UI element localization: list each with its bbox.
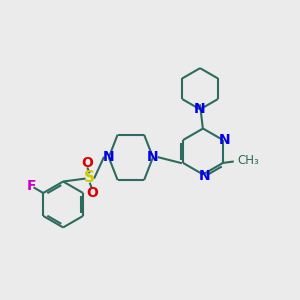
Text: CH₃: CH₃: [238, 154, 260, 167]
Text: O: O: [86, 186, 98, 200]
Text: F: F: [27, 179, 36, 193]
Text: O: O: [81, 156, 93, 170]
Text: N: N: [147, 150, 159, 164]
Text: N: N: [103, 150, 115, 164]
Text: N: N: [194, 102, 206, 116]
Text: N: N: [218, 133, 230, 147]
Text: N: N: [199, 169, 211, 183]
Text: S: S: [84, 170, 95, 185]
